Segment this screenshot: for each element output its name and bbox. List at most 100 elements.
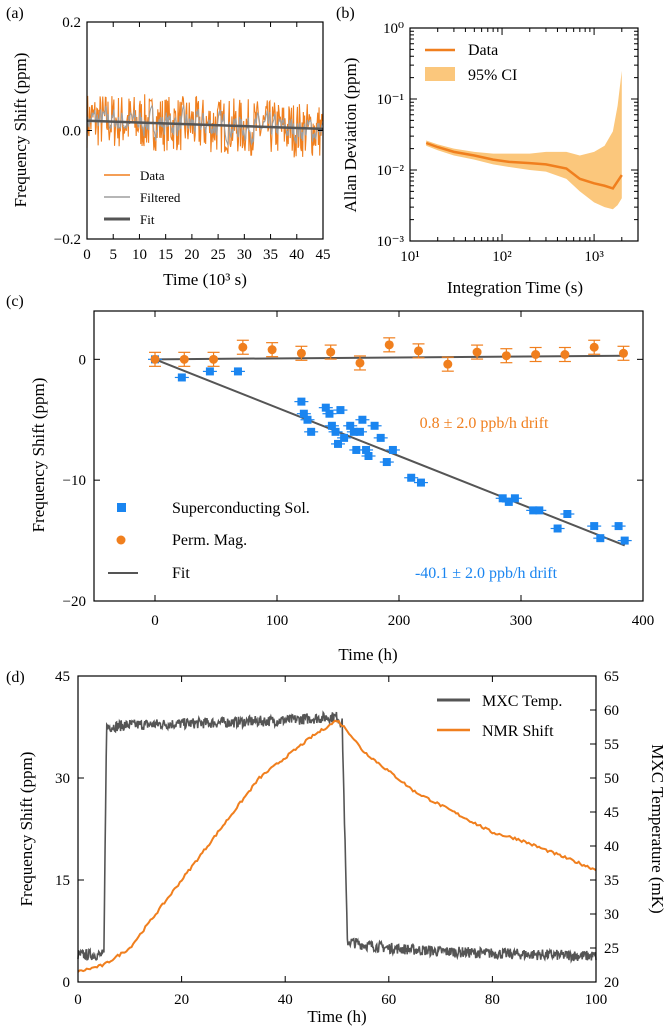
x-tick-label: 100 bbox=[585, 992, 608, 1008]
x-tick-label: 15 bbox=[158, 247, 173, 263]
x-tick-label: 10¹ bbox=[400, 249, 420, 265]
data-point bbox=[407, 473, 416, 482]
x-tick-label: 40 bbox=[289, 247, 304, 263]
x-axis-label: Time (h) bbox=[338, 645, 397, 664]
y-tick-label: 0 bbox=[79, 352, 87, 368]
y-tick-label: 10⁻¹ bbox=[377, 92, 404, 108]
data-point bbox=[443, 359, 453, 369]
data-point bbox=[346, 421, 355, 430]
y-right-tick-label: 55 bbox=[604, 737, 619, 753]
y-tick-label: 30 bbox=[55, 771, 70, 787]
data-point bbox=[620, 536, 629, 545]
x-tick-label: 10² bbox=[492, 249, 512, 265]
y-right-tick-label: 25 bbox=[604, 941, 619, 957]
data-point bbox=[334, 439, 342, 448]
x-tick-label: 30 bbox=[237, 247, 252, 263]
y-axis-label: Allan Deviation (ppm) bbox=[341, 58, 360, 213]
legend-swatch bbox=[117, 503, 126, 512]
data-point bbox=[362, 445, 371, 454]
y-right-tick-label: 30 bbox=[604, 907, 619, 923]
x-tick-label: 45 bbox=[316, 247, 331, 263]
panel-label: (d) bbox=[6, 669, 25, 686]
data-point bbox=[355, 427, 364, 436]
panel-label: (b) bbox=[336, 5, 355, 22]
panel-d: 0 20 40 60 80 100 0 15 30 45 20 25 30 35 40 45 50 55 60 65 (… bbox=[6, 669, 667, 1026]
x-tick-label: 60 bbox=[381, 992, 396, 1008]
data-point bbox=[325, 409, 334, 418]
axes-frame-b bbox=[409, 27, 639, 242]
axes-frame-c bbox=[93, 310, 644, 602]
data-point bbox=[340, 433, 349, 442]
data-point bbox=[370, 421, 379, 430]
legend-label: Perm. Mag. bbox=[172, 532, 247, 549]
x-tick-label: 5 bbox=[109, 247, 117, 263]
y-tick-label: 15 bbox=[55, 873, 70, 889]
y-right-tick-label: 40 bbox=[604, 839, 619, 855]
legend-swatch bbox=[425, 67, 455, 81]
y-tick-label: −20 bbox=[63, 594, 86, 610]
legend-label: Data bbox=[140, 168, 165, 183]
data-point bbox=[388, 445, 397, 454]
y-right-tick-label: 60 bbox=[604, 703, 619, 719]
data-point bbox=[327, 421, 336, 430]
x-tick-label: 200 bbox=[388, 613, 411, 629]
y-tick-label: 10⁰ bbox=[383, 21, 404, 37]
y-tick-label: −0.2 bbox=[54, 232, 81, 248]
data-point bbox=[297, 397, 306, 406]
data-point bbox=[553, 524, 562, 533]
x-axis-label: Time (h) bbox=[307, 1007, 366, 1026]
x-tick-label: 80 bbox=[485, 992, 500, 1008]
data-point bbox=[299, 409, 308, 418]
data-point bbox=[296, 348, 306, 358]
data-point bbox=[531, 350, 541, 359]
series-data bbox=[425, 141, 623, 190]
y-right-axis-label: MXC Temperature (mK) bbox=[648, 744, 667, 913]
y-tick-label: 0.0 bbox=[62, 124, 81, 140]
y-right-tick-label: 50 bbox=[604, 771, 619, 787]
y-tick-label: 0.2 bbox=[62, 15, 81, 31]
axes-frame-a bbox=[86, 21, 324, 240]
data-point bbox=[233, 367, 242, 376]
data-point bbox=[209, 354, 219, 364]
y-right-tick-label: 65 bbox=[604, 669, 619, 685]
y-tick-label: 0 bbox=[63, 975, 71, 991]
data-point bbox=[596, 534, 605, 543]
data-point bbox=[331, 427, 340, 436]
data-point bbox=[382, 458, 391, 467]
panel-c: 0 100 200 300 400 −20 −10 0 (c) Time (h) Frequency… bbox=[6, 293, 654, 664]
data-point bbox=[303, 415, 312, 424]
series-fit bbox=[86, 119, 324, 131]
data-point bbox=[384, 340, 394, 350]
data-point bbox=[358, 415, 367, 424]
data-point bbox=[376, 433, 385, 442]
x-tick-label: 100 bbox=[266, 613, 289, 629]
drift-annotation: 0.8 ± 2.0 ppb/h drift bbox=[420, 415, 549, 432]
data-point bbox=[364, 452, 373, 460]
x-tick-label: 20 bbox=[184, 247, 199, 263]
series-filtered bbox=[86, 104, 324, 146]
legend-label: Superconducting Sol. bbox=[172, 500, 310, 517]
axes-frame-d bbox=[77, 675, 597, 983]
data-point bbox=[590, 522, 599, 531]
data-point bbox=[336, 406, 345, 415]
data-point bbox=[150, 354, 160, 364]
y-tick-label: −10 bbox=[63, 473, 86, 489]
ci-band bbox=[426, 70, 622, 210]
legend-label: Filtered bbox=[140, 190, 181, 205]
legend-label: NMR Shift bbox=[482, 723, 554, 740]
x-tick-label: 20 bbox=[174, 992, 189, 1008]
x-axis-label: Integration Time (s) bbox=[447, 278, 583, 297]
data-point bbox=[510, 494, 519, 503]
x-tick-label: 400 bbox=[632, 613, 655, 629]
x-tick-label: 10 bbox=[132, 247, 147, 263]
drift-annotation: -40.1 ± 2.0 ppb/h drift bbox=[415, 565, 558, 582]
x-tick-label: 10³ bbox=[584, 249, 604, 265]
data-point bbox=[355, 358, 365, 368]
legend-label: Data bbox=[468, 42, 498, 59]
data-point bbox=[535, 506, 544, 515]
data-point bbox=[326, 347, 336, 357]
data-point bbox=[501, 351, 511, 361]
data-point bbox=[472, 347, 482, 357]
data-point bbox=[504, 497, 513, 506]
